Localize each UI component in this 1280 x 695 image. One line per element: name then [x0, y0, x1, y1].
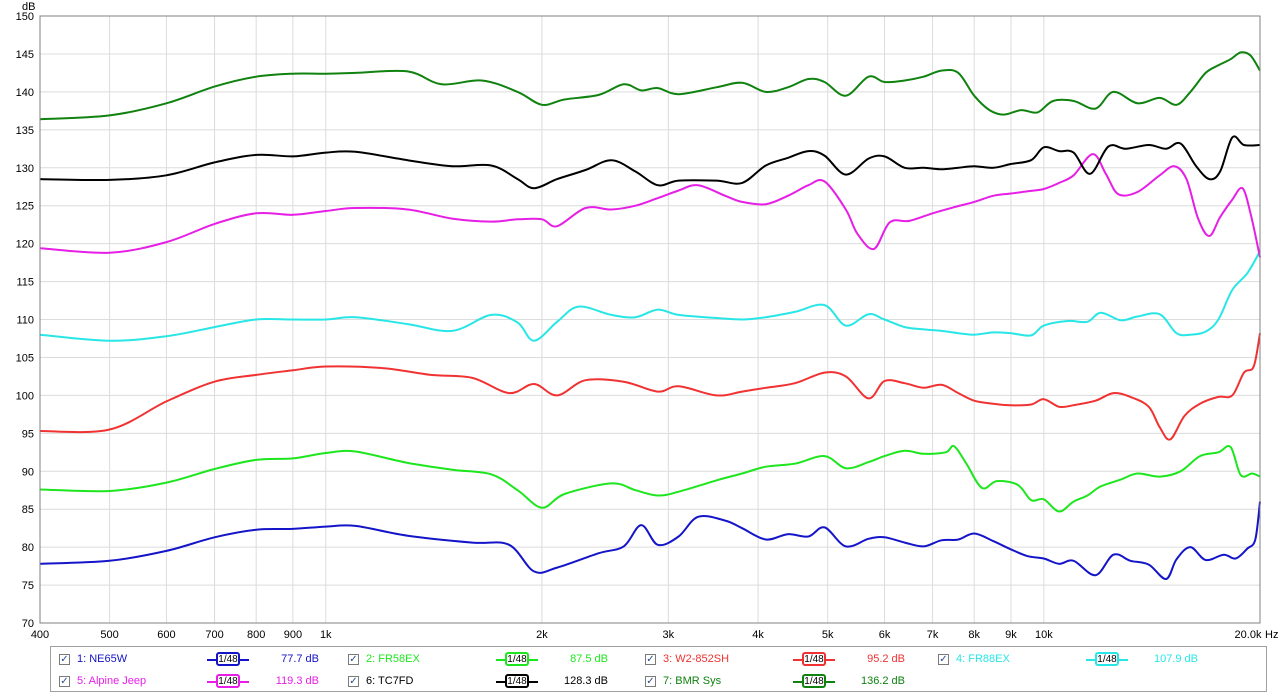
x-tick-label: 5k: [822, 629, 834, 641]
x-tick-label: 500: [100, 629, 118, 641]
legend-series-name: 7: BMR Sys: [663, 675, 722, 687]
legend-checkbox[interactable]: ✓: [645, 654, 656, 665]
legend-entry: ✓ 6: TC7FD 1/48 128.3 dB: [348, 672, 638, 692]
legend-series-name: 2: FR58EX: [366, 653, 420, 665]
smoothing-label: 1/48: [505, 652, 529, 666]
y-tick-label: 100: [16, 390, 34, 402]
x-tick-label: 600: [157, 629, 175, 641]
y-axis-ticks: 70 75 80 85 90 95 100 105 110 115 120 125 130 135 140 1…: [16, 11, 34, 630]
y-tick-label: 120: [16, 239, 34, 251]
x-axis-ticks: 400 500 600 700 800 900 1k 2k 3k 4k 5k 6k 7k 8k 9k 10k 2…: [31, 629, 1262, 641]
y-tick-label: 150: [16, 11, 34, 23]
legend-value: 107.9 dB: [1153, 653, 1198, 665]
smoothing-button[interactable]: 1/48: [496, 652, 538, 666]
smoothing-label: 1/48: [802, 674, 826, 688]
series-line-1[interactable]: [39, 501, 1261, 580]
legend-checkbox[interactable]: ✓: [59, 676, 70, 687]
series-line-3[interactable]: [39, 333, 1261, 441]
legend-entry: ✓ 4: FR88EX 1/48 107.9 dB: [938, 650, 1228, 670]
series-line-6[interactable]: [39, 135, 1261, 190]
x-tick-label: 1k: [320, 629, 332, 641]
smoothing-button[interactable]: 1/48: [793, 674, 835, 688]
smoothing-label: 1/48: [216, 652, 240, 666]
series-line-5[interactable]: [39, 153, 1261, 258]
y-tick-label: 90: [22, 466, 34, 478]
legend-value: 77.7 dB: [281, 653, 319, 665]
y-tick-label: 80: [22, 542, 34, 554]
y-tick-label: 130: [16, 163, 34, 175]
x-tick-label: 2k: [536, 629, 548, 641]
legend-entry: ✓ 2: FR58EX 1/48 87.5 dB: [348, 650, 638, 670]
legend-entry: ✓ 5: Alpine Jeep 1/48 119.3 dB: [59, 672, 349, 692]
y-tick-label: 85: [22, 504, 34, 516]
legend-checkbox[interactable]: ✓: [645, 676, 656, 687]
legend-entry: ✓ 7: BMR Sys 1/48 136.2 dB: [645, 672, 935, 692]
y-tick-label: 95: [22, 428, 34, 440]
legend-checkbox[interactable]: ✓: [938, 654, 949, 665]
legend-value: 95.2 dB: [867, 653, 905, 665]
y-tick-label: 115: [16, 277, 34, 289]
x-tick-label: 4k: [752, 629, 764, 641]
smoothing-label: 1/48: [505, 674, 529, 688]
legend-value: 87.5 dB: [570, 653, 608, 665]
legend-series-name: 3: W2-852SH: [663, 653, 730, 665]
legend-checkbox[interactable]: ✓: [348, 654, 359, 665]
series-line-4[interactable]: [39, 250, 1261, 342]
y-tick-label: 110: [16, 315, 34, 327]
y-tick-label: 105: [16, 352, 34, 364]
smoothing-button[interactable]: 1/48: [207, 652, 249, 666]
frequency-response-chart: dB 70 75 80 85 90 95 100 105 110 115 120 125 130 135 1…: [15, 1, 1279, 641]
series-line-2[interactable]: [39, 444, 1261, 513]
smoothing-button[interactable]: 1/48: [793, 652, 835, 666]
series-lines[interactable]: [39, 51, 1261, 580]
legend-checkbox[interactable]: ✓: [348, 676, 359, 687]
x-tick-label: 700: [205, 629, 223, 641]
legend-value: 128.3 dB: [563, 675, 608, 687]
smoothing-label: 1/48: [1095, 652, 1119, 666]
smoothing-label: 1/48: [216, 674, 240, 688]
x-tick-label: 900: [284, 629, 302, 641]
x-tick-label: 8k: [968, 629, 980, 641]
legend-panel: ✓ 1: NE65W 1/48 77.7 dB ✓ 2: FR58EX 1/48 87.5 d…: [50, 646, 1267, 692]
x-tick-label: 7k: [927, 629, 939, 641]
x-tick-label: 20.0k: [1235, 629, 1262, 641]
legend-value: 136.2 dB: [860, 675, 905, 687]
smoothing-button[interactable]: 1/48: [496, 674, 538, 688]
legend-entry: ✓ 3: W2-852SH 1/48 95.2 dB: [645, 650, 935, 670]
x-tick-label: 800: [247, 629, 265, 641]
x-axis-unit-label: Hz: [1265, 629, 1278, 641]
smoothing-button[interactable]: 1/48: [1086, 652, 1128, 666]
x-tick-label: 3k: [663, 629, 675, 641]
x-tick-label: 400: [31, 629, 49, 641]
legend-series-name: 6: TC7FD: [366, 675, 414, 687]
legend-entry: ✓ 1: NE65W 1/48 77.7 dB: [59, 650, 349, 670]
legend-series-name: 4: FR88EX: [956, 653, 1010, 665]
y-axis-label: dB: [22, 1, 35, 13]
smoothing-button[interactable]: 1/48: [207, 674, 249, 688]
series-line-7[interactable]: [39, 51, 1261, 121]
y-tick-label: 70: [22, 618, 34, 630]
legend-checkbox[interactable]: ✓: [59, 654, 70, 665]
y-tick-label: 125: [16, 201, 34, 213]
y-tick-label: 135: [16, 125, 34, 137]
legend-value: 119.3 dB: [275, 675, 319, 687]
smoothing-label: 1/48: [802, 652, 826, 666]
x-tick-label: 6k: [879, 629, 891, 641]
y-tick-label: 145: [16, 49, 34, 61]
plot-area-border: [39, 15, 1261, 624]
legend-series-name: 1: NE65W: [77, 653, 128, 665]
y-tick-label: 140: [16, 87, 34, 99]
x-tick-label: 9k: [1005, 629, 1017, 641]
legend-series-name: 5: Alpine Jeep: [77, 675, 147, 687]
x-tick-label: 10k: [1035, 629, 1053, 641]
y-tick-label: 75: [22, 580, 34, 592]
